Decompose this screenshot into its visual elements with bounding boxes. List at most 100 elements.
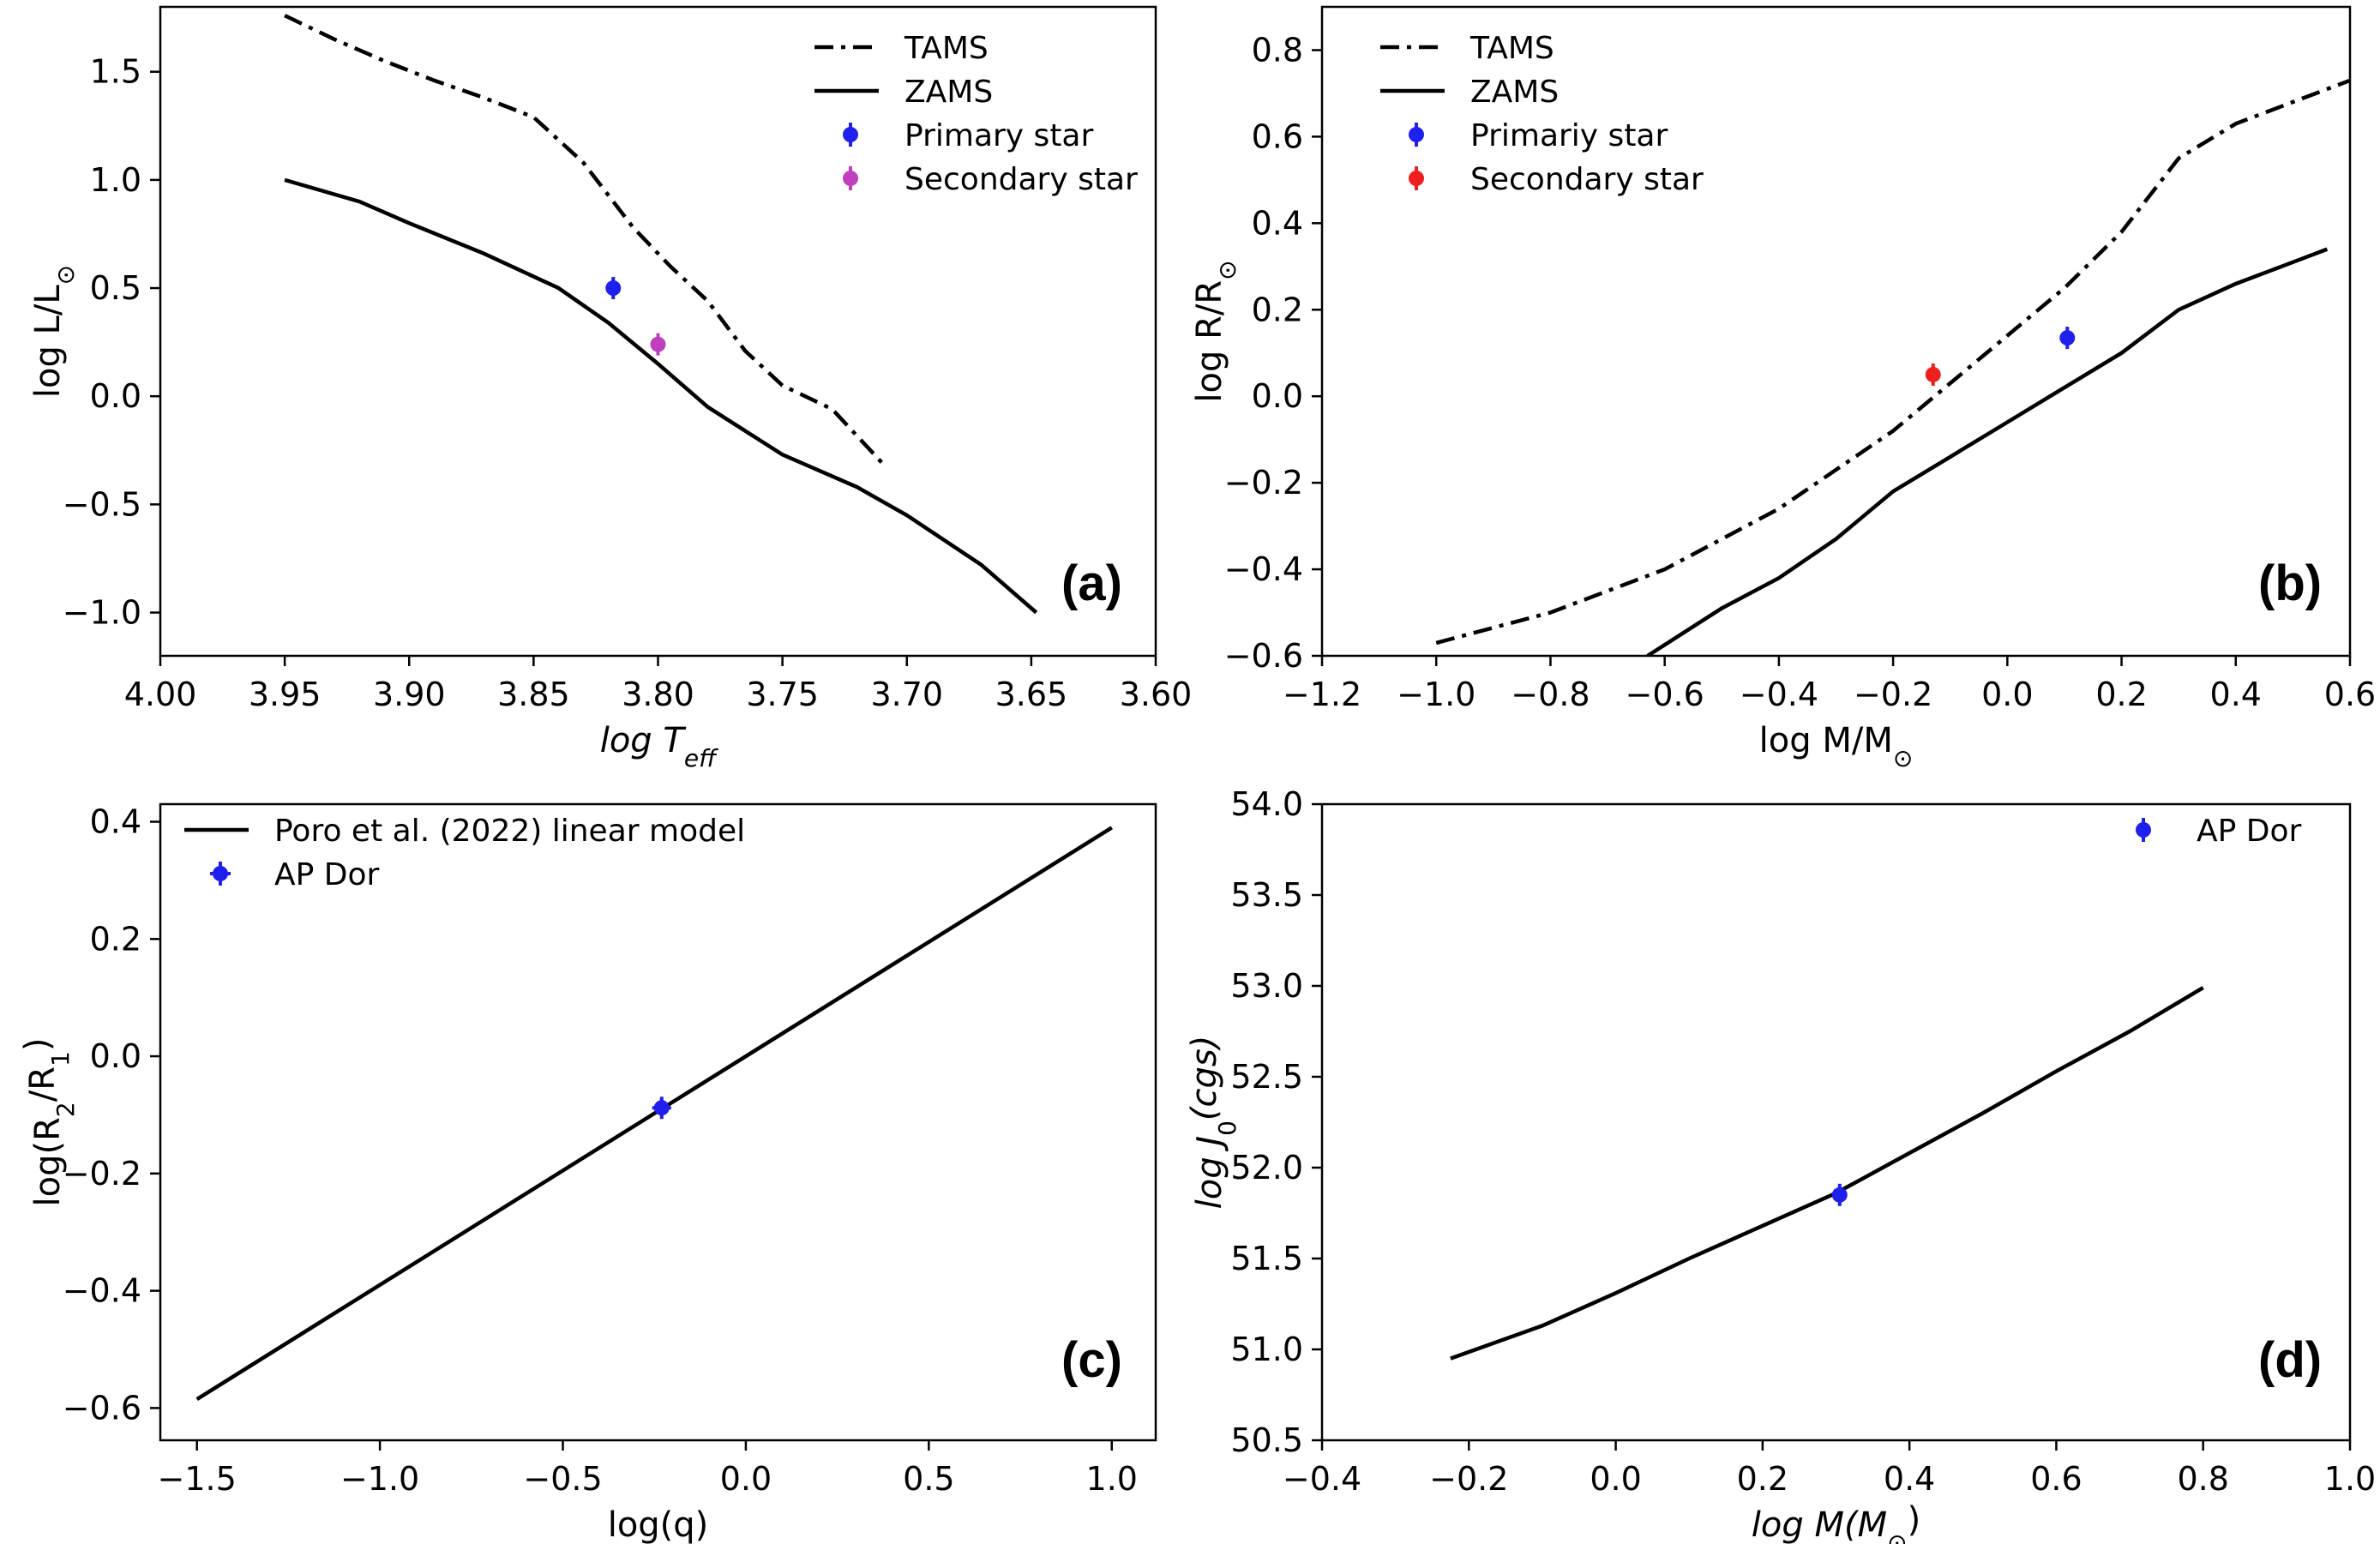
y-tick-label: 0.2 bbox=[90, 920, 141, 958]
series-line-zams bbox=[284, 177, 1038, 615]
legend-label: ZAMS bbox=[1470, 75, 1559, 110]
y-tick-label: 0.0 bbox=[90, 1037, 141, 1075]
y-tick-label: 53.0 bbox=[1230, 967, 1303, 1005]
legend-label: Secondary star bbox=[1470, 162, 1704, 197]
x-tick-label: 3.60 bbox=[1120, 676, 1193, 713]
panel-label: (d) bbox=[2258, 1332, 2322, 1388]
legend-marker bbox=[2136, 822, 2151, 838]
y-tick-label: 0.4 bbox=[90, 803, 141, 841]
x-tick-label: −0.4 bbox=[1740, 676, 1818, 713]
legend-label: ZAMS bbox=[905, 75, 993, 110]
x-tick-label: 0.4 bbox=[1884, 1460, 1935, 1498]
y-tick-label: −0.2 bbox=[1224, 464, 1303, 502]
data-point-ap-dor bbox=[653, 1100, 670, 1116]
y-tick-label: 0.2 bbox=[1252, 291, 1303, 328]
y-tick-label: −0.2 bbox=[63, 1155, 141, 1193]
y-tick-label: −0.4 bbox=[63, 1272, 141, 1310]
x-tick-label: 3.90 bbox=[373, 676, 446, 713]
data-point-secondary-star bbox=[1925, 366, 1941, 382]
legend-label: TAMS bbox=[904, 31, 989, 66]
series-line-zams bbox=[1646, 247, 2329, 656]
x-tick-label: 0.0 bbox=[1590, 1460, 1641, 1498]
x-tick-label: −0.5 bbox=[523, 1460, 602, 1498]
legend: TAMS ZAMS Primary star Secondary star bbox=[814, 31, 1138, 197]
legend-marker bbox=[843, 127, 858, 142]
x-tick-label: −0.6 bbox=[1626, 676, 1704, 713]
legend: TAMS ZAMS Primariy star Secondary star bbox=[1380, 31, 1704, 197]
data-point-ap-dor bbox=[1831, 1187, 1848, 1203]
y-tick-label: −0.6 bbox=[1224, 637, 1303, 675]
x-tick-label: 0.6 bbox=[2030, 1460, 2082, 1498]
y-tick-label: −0.4 bbox=[1224, 550, 1303, 588]
legend-marker bbox=[213, 866, 228, 881]
x-tick-label: −1.5 bbox=[158, 1460, 237, 1498]
x-tick-label: 1.0 bbox=[2324, 1460, 2376, 1498]
legend-label: Primariy star bbox=[1470, 118, 1668, 153]
x-tick-label: 0.5 bbox=[903, 1460, 954, 1498]
x-tick-label: −1.0 bbox=[340, 1460, 419, 1498]
legend-label: Primary star bbox=[905, 118, 1093, 153]
x-tick-label: 3.85 bbox=[497, 676, 570, 713]
x-tick-label: 4.00 bbox=[124, 676, 197, 713]
legend: AP Dor bbox=[2136, 814, 2302, 849]
y-tick-label: 1.0 bbox=[90, 161, 141, 199]
x-tick-label: −1.0 bbox=[1397, 676, 1475, 713]
x-tick-label: 3.65 bbox=[995, 676, 1068, 713]
legend-marker bbox=[1409, 171, 1424, 186]
y-tick-label: 50.5 bbox=[1230, 1421, 1303, 1459]
plot-frame bbox=[159, 5, 1157, 658]
y-tick-label: 51.0 bbox=[1230, 1331, 1303, 1368]
y-tick-label: 0.0 bbox=[1252, 377, 1303, 415]
y-axis-label: log J0(cgs) bbox=[1185, 1036, 1241, 1210]
panel-label: (b) bbox=[2258, 556, 2322, 611]
data-point-secondary-star bbox=[650, 336, 666, 352]
x-tick-label: 0.6 bbox=[2324, 676, 2376, 713]
data-point-primariy-star bbox=[2059, 330, 2076, 346]
y-tick-label: 0.8 bbox=[1252, 31, 1303, 69]
x-tick-label: 3.95 bbox=[249, 676, 322, 713]
y-tick-label: 0.6 bbox=[1252, 117, 1303, 155]
legend-label: Secondary star bbox=[905, 162, 1138, 197]
x-tick-label: −0.8 bbox=[1511, 676, 1590, 713]
plot-frame bbox=[159, 802, 1157, 1442]
x-tick-label: 0.2 bbox=[1737, 1460, 1788, 1498]
x-tick-label: −0.2 bbox=[1429, 1460, 1508, 1498]
x-axis-label: log M(M⊙) bbox=[1752, 1500, 1920, 1544]
legend-label: Poro et al. (2022) linear model bbox=[274, 814, 745, 849]
x-tick-label: 1.0 bbox=[1086, 1460, 1138, 1498]
y-axis-label: log R/R⊙ bbox=[1190, 260, 1241, 402]
series-line-tams bbox=[284, 14, 886, 467]
legend-label: AP Dor bbox=[274, 857, 380, 892]
x-tick-label: 3.70 bbox=[870, 676, 943, 713]
legend-label: TAMS bbox=[1469, 31, 1554, 66]
y-axis-label: log(R2/R1) bbox=[18, 1038, 80, 1207]
y-tick-label: −0.5 bbox=[63, 485, 141, 523]
legend-marker bbox=[1409, 127, 1424, 142]
legend: Poro et al. (2022) linear model AP Dor bbox=[184, 814, 745, 892]
x-axis-label: log(q) bbox=[608, 1505, 709, 1544]
y-tick-label: −1.0 bbox=[63, 594, 141, 632]
x-tick-label: −1.2 bbox=[1283, 676, 1361, 713]
y-axis-label: log L/L⊙ bbox=[28, 265, 80, 398]
chart-panel-c: −1.5 −1.0 −0.5 0.0 0.5 1.0 −0.6 −0.4 −0.2 0.0 0.2 0… bbox=[18, 802, 1157, 1544]
chart-panel-b: −1.2 −1.0 −0.8 −0.6 −0.4 −0.2 0.0 0.2 0.4 0.6 −0.6… bbox=[1190, 5, 2376, 772]
legend-marker bbox=[843, 171, 858, 186]
y-tick-label: 52.0 bbox=[1230, 1149, 1303, 1187]
x-tick-label: 0.8 bbox=[2177, 1460, 2228, 1498]
x-tick-label: 0.0 bbox=[720, 1460, 772, 1498]
plot-frame bbox=[1320, 802, 2352, 1442]
x-tick-label: −0.4 bbox=[1283, 1460, 1361, 1498]
x-tick-label: 0.4 bbox=[2210, 676, 2262, 713]
panel-label: (a) bbox=[1061, 556, 1122, 611]
x-axis-label: log Teff bbox=[600, 721, 718, 772]
x-tick-label: 3.80 bbox=[622, 676, 694, 713]
chart-panel-d: −0.4 −0.2 0.0 0.2 0.4 0.6 0.8 1.0 50.5 51.0 51.5 52… bbox=[1185, 785, 2376, 1544]
x-tick-label: 0.0 bbox=[1981, 676, 2033, 713]
plot-frame bbox=[1320, 5, 2352, 658]
x-tick-label: −0.2 bbox=[1854, 676, 1932, 713]
x-tick-label: 0.2 bbox=[2095, 676, 2147, 713]
y-tick-label: 52.5 bbox=[1230, 1058, 1303, 1096]
y-tick-label: −0.6 bbox=[63, 1389, 141, 1427]
x-tick-label: 3.75 bbox=[746, 676, 819, 713]
